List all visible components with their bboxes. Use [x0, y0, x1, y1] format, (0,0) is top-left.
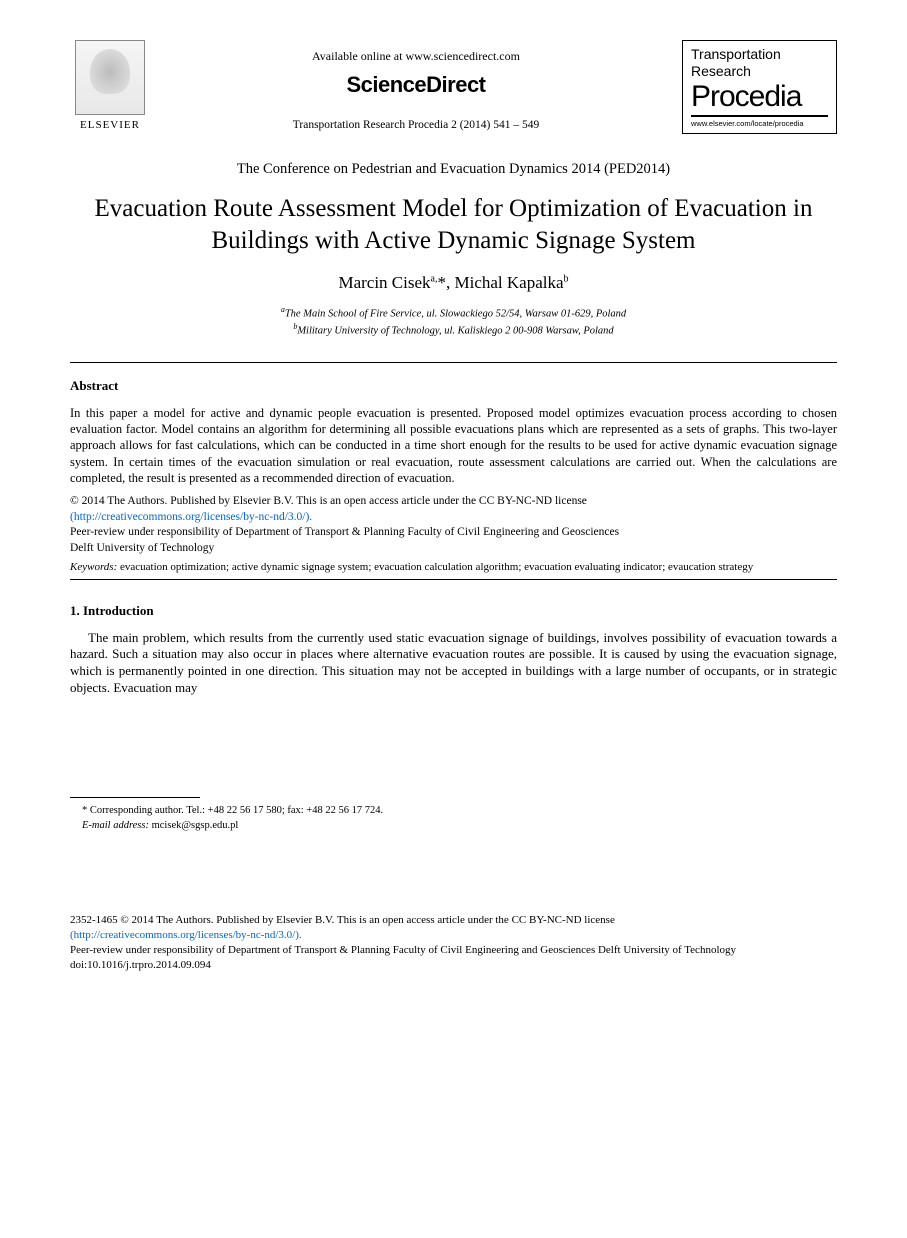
elsevier-logo: ELSEVIER	[70, 40, 150, 133]
peer-review-line2: Delft University of Technology	[70, 541, 837, 557]
center-header: Available online at www.sciencedirect.co…	[150, 40, 682, 133]
footer-peer: Peer-review under responsibility of Depa…	[70, 943, 837, 958]
keywords-text: evacuation optimization; active dynamic …	[117, 561, 753, 573]
article-title: Evacuation Route Assessment Model for Op…	[70, 193, 837, 256]
journal-reference: Transportation Research Procedia 2 (2014…	[150, 118, 682, 134]
available-online-text: Available online at www.sciencedirect.co…	[150, 48, 682, 64]
introduction-paragraph: The main problem, which results from the…	[70, 630, 837, 698]
peer-review-line1: Peer-review under responsibility of Depa…	[70, 525, 837, 541]
conference-name: The Conference on Pedestrian and Evacuat…	[70, 160, 837, 180]
paper-header: ELSEVIER Available online at www.science…	[70, 40, 837, 134]
author-1: Marcin Cisek	[338, 273, 430, 292]
email-address: mcisek@sgsp.edu.pl	[149, 820, 238, 831]
footer-doi: doi:10.1016/j.trpro.2014.09.094	[70, 958, 837, 973]
procedia-line1: Transportation	[691, 47, 828, 62]
elsevier-tree-icon	[75, 40, 145, 115]
abstract-text: In this paper a model for active and dyn…	[70, 405, 837, 486]
corresponding-tel: * Corresponding author. Tel.: +48 22 56 …	[70, 804, 837, 819]
author-2: Michal Kapalka	[454, 273, 563, 292]
procedia-line2: Research	[691, 64, 828, 79]
corresponding-divider	[70, 797, 200, 798]
license-link[interactable]: (http://creativecommons.org/licenses/by-…	[70, 510, 837, 526]
affiliation-a: aThe Main School of Fire Service, ul. Sl…	[70, 305, 837, 322]
footer-issn: 2352-1465 © 2014 The Authors. Published …	[70, 913, 837, 928]
procedia-logo: Transportation Research Procedia www.els…	[682, 40, 837, 134]
procedia-url: www.elsevier.com/locate/procedia	[691, 119, 828, 129]
copyright-line: © 2014 The Authors. Published by Elsevie…	[70, 494, 837, 510]
corresponding-author: * Corresponding author. Tel.: +48 22 56 …	[70, 804, 837, 833]
introduction-heading: 1. Introduction	[70, 602, 837, 620]
procedia-word: Procedia	[691, 82, 828, 117]
footer-copyright: 2352-1465 © 2014 The Authors. Published …	[70, 913, 837, 972]
email-label: E-mail address:	[82, 820, 149, 831]
affiliation-b: bMilitary University of Technology, ul. …	[70, 322, 837, 339]
keywords: Keywords: evacuation optimization; activ…	[70, 560, 837, 575]
copyright-block: © 2014 The Authors. Published by Elsevie…	[70, 494, 837, 556]
divider-bottom	[70, 579, 837, 580]
abstract-heading: Abstract	[70, 377, 837, 395]
corresponding-email: E-mail address: mcisek@sgsp.edu.pl	[70, 819, 837, 834]
divider-top	[70, 362, 837, 363]
author-2-affil: b	[564, 273, 569, 284]
elsevier-name: ELSEVIER	[70, 118, 150, 133]
affiliation-b-text: Military University of Technology, ul. K…	[297, 325, 613, 336]
author-1-star: *,	[437, 273, 454, 292]
authors: Marcin Ciseka,*, Michal Kapalkab	[70, 272, 837, 295]
affiliations: aThe Main School of Fire Service, ul. Sl…	[70, 305, 837, 338]
affiliation-a-text: The Main School of Fire Service, ul. Slo…	[285, 308, 626, 319]
keywords-label: Keywords:	[70, 561, 117, 573]
sciencedirect-logo: ScienceDirect	[150, 70, 682, 100]
footer-license-link[interactable]: (http://creativecommons.org/licenses/by-…	[70, 928, 837, 943]
